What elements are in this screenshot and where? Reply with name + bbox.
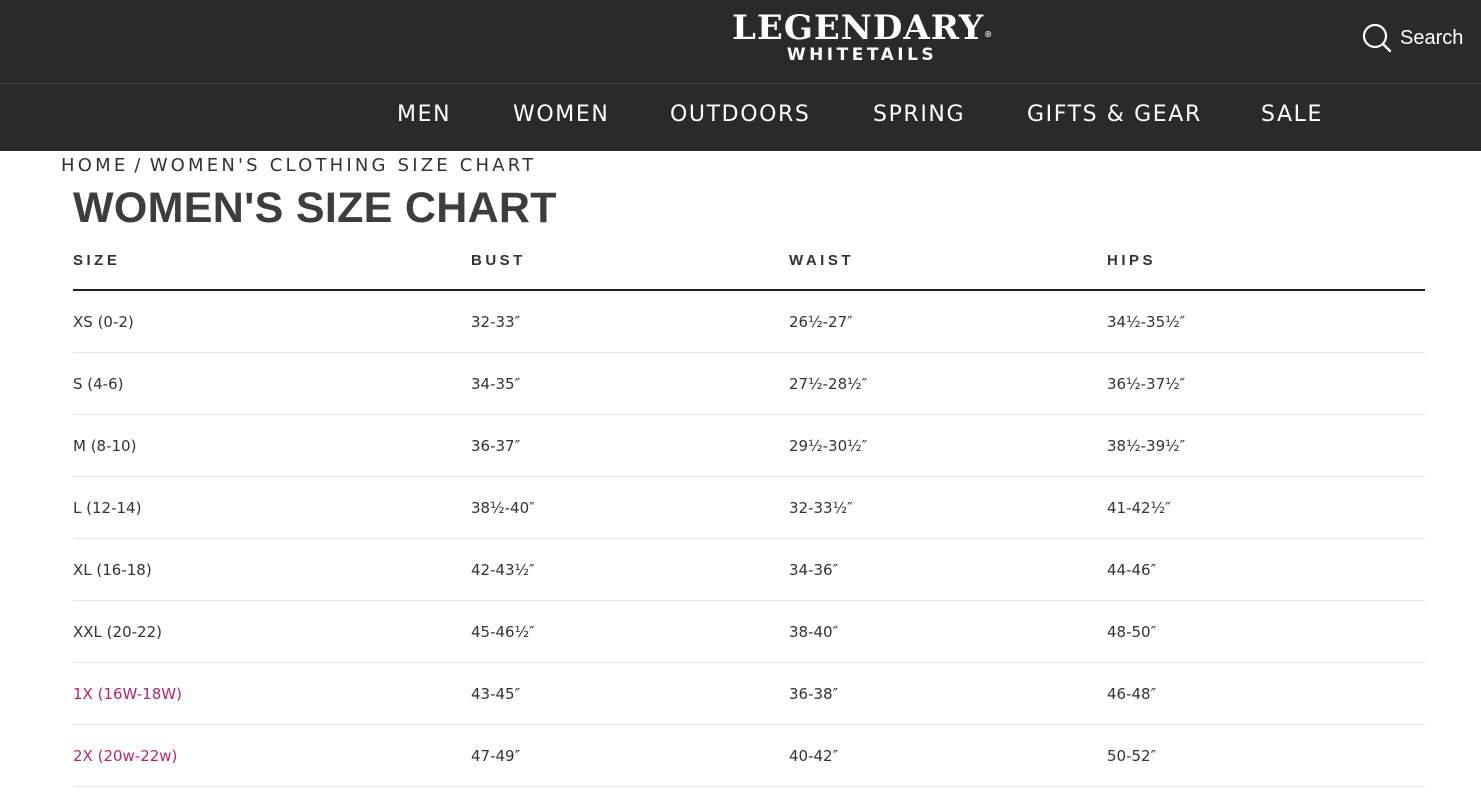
nav-item-women[interactable]: WOMEN bbox=[513, 102, 610, 127]
size-cell: L (12-14) bbox=[73, 499, 142, 517]
waist-cell: 38-40″ bbox=[789, 623, 839, 641]
size-cell: M (8-10) bbox=[73, 437, 137, 455]
hips-cell: 44-46″ bbox=[1107, 561, 1157, 579]
bust-cell: 42-43½″ bbox=[471, 561, 535, 579]
hips-cell: 41-42½″ bbox=[1107, 499, 1171, 517]
waist-cell: 40-42″ bbox=[789, 747, 839, 765]
bust-cell: 38½-40″ bbox=[471, 499, 535, 517]
table-row: 1X (16W-18W) 43-45″ 36-38″ 46-48″ bbox=[73, 663, 1425, 725]
waist-cell: 26½-27″ bbox=[789, 313, 853, 331]
breadcrumb-current: WOMEN'S CLOTHING SIZE CHART bbox=[149, 155, 537, 176]
waist-cell: 34-36″ bbox=[789, 561, 839, 579]
bust-cell: 43-45″ bbox=[471, 685, 521, 703]
bust-cell: 36-37″ bbox=[471, 437, 521, 455]
table-row: L (12-14) 38½-40″ 32-33½″ 41-42½″ bbox=[73, 477, 1425, 539]
top-header: LEGENDARY® WHITETAILS Search bbox=[0, 0, 1481, 83]
hips-cell: 34½-35½″ bbox=[1107, 313, 1186, 331]
size-chart-table: SIZE BUST WAIST HIPS XS (0-2) 32-33″ 26½… bbox=[73, 240, 1425, 787]
table-row: XL (16-18) 42-43½″ 34-36″ 44-46″ bbox=[73, 539, 1425, 601]
size-cell: XS (0-2) bbox=[73, 313, 134, 331]
nav-item-spring[interactable]: SPRING bbox=[873, 102, 966, 127]
table-row: S (4-6) 34-35″ 27½-28½″ 36½-37½″ bbox=[73, 353, 1425, 415]
column-header-waist: WAIST bbox=[789, 252, 854, 269]
page-title: WOMEN'S SIZE CHART bbox=[73, 184, 557, 232]
brand-logo[interactable]: LEGENDARY® WHITETAILS bbox=[732, 10, 992, 66]
hips-cell: 36½-37½″ bbox=[1107, 375, 1186, 393]
hips-cell: 50-52″ bbox=[1107, 747, 1157, 765]
bust-cell: 34-35″ bbox=[471, 375, 521, 393]
hips-cell: 48-50″ bbox=[1107, 623, 1157, 641]
size-cell: XXL (20-22) bbox=[73, 623, 162, 641]
nav-item-outdoors[interactable]: OUTDOORS bbox=[670, 102, 811, 127]
breadcrumb-separator: / bbox=[134, 155, 144, 176]
hips-cell: 38½-39½″ bbox=[1107, 437, 1186, 455]
nav-item-men[interactable]: MEN bbox=[397, 102, 452, 127]
logo-registered-mark: ® bbox=[984, 29, 993, 39]
waist-cell: 32-33½″ bbox=[789, 499, 853, 517]
bust-cell: 32-33″ bbox=[471, 313, 521, 331]
logo-subtitle: WHITETAILS bbox=[786, 45, 938, 65]
waist-cell: 36-38″ bbox=[789, 685, 839, 703]
breadcrumb: HOME / WOMEN'S CLOTHING SIZE CHART bbox=[61, 155, 536, 176]
size-cell: XL (16-18) bbox=[73, 561, 152, 579]
column-header-bust: BUST bbox=[471, 252, 526, 269]
table-header-row: SIZE BUST WAIST HIPS bbox=[73, 240, 1425, 291]
column-header-hips: HIPS bbox=[1107, 252, 1157, 269]
column-header-size: SIZE bbox=[73, 252, 121, 269]
search-button[interactable]: Search bbox=[1362, 22, 1463, 54]
nav-item-gifts-gear[interactable]: GIFTS & GEAR bbox=[1027, 102, 1202, 127]
search-label: Search bbox=[1400, 26, 1464, 49]
table-row: M (8-10) 36-37″ 29½-30½″ 38½-39½″ bbox=[73, 415, 1425, 477]
size-cell-plus: 2X (20w-22w) bbox=[73, 747, 178, 765]
main-nav: MEN WOMEN OUTDOORS SPRING GIFTS & GEAR S… bbox=[0, 83, 1481, 151]
size-cell: S (4-6) bbox=[73, 375, 124, 393]
waist-cell: 27½-28½″ bbox=[789, 375, 868, 393]
breadcrumb-home-link[interactable]: HOME bbox=[61, 155, 129, 176]
table-row: XS (0-2) 32-33″ 26½-27″ 34½-35½″ bbox=[73, 291, 1425, 353]
hips-cell: 46-48″ bbox=[1107, 685, 1157, 703]
waist-cell: 29½-30½″ bbox=[789, 437, 868, 455]
bust-cell: 45-46½″ bbox=[471, 623, 535, 641]
table-row: 2X (20w-22w) 47-49″ 40-42″ 50-52″ bbox=[73, 725, 1425, 787]
search-icon bbox=[1362, 23, 1392, 53]
table-row: XXL (20-22) 45-46½″ 38-40″ 48-50″ bbox=[73, 601, 1425, 663]
size-cell-plus: 1X (16W-18W) bbox=[73, 685, 182, 703]
logo-wordmark: LEGENDARY® bbox=[732, 8, 993, 48]
bust-cell: 47-49″ bbox=[471, 747, 521, 765]
nav-item-sale[interactable]: SALE bbox=[1261, 102, 1323, 127]
